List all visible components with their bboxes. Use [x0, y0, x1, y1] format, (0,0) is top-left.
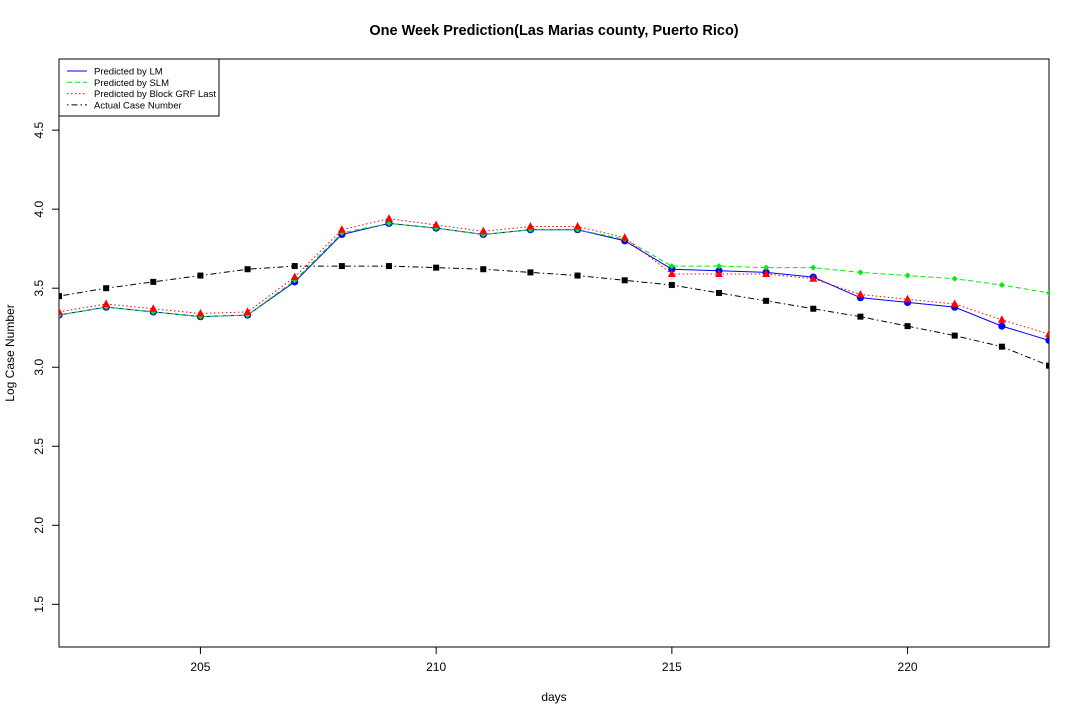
data-point	[480, 266, 487, 273]
data-point	[763, 297, 770, 304]
legend-label: Actual Case Number	[94, 100, 182, 111]
series-line-actual-case-number	[59, 265, 1049, 367]
data-point	[1045, 336, 1049, 344]
axes: 205 210 215 220 1.5 2.0 2.5 3.0 3.5 4.0 4.5	[32, 121, 918, 674]
data-point	[715, 269, 723, 277]
data-point	[620, 233, 629, 241]
plot-frame	[58, 58, 1050, 648]
series-line-predicted-by-lm	[59, 222, 1049, 341]
data-point	[998, 282, 1005, 289]
data-point	[998, 322, 1006, 330]
data-point	[904, 323, 911, 330]
data-point	[291, 263, 298, 270]
data-point	[196, 308, 205, 317]
data-point	[1045, 329, 1049, 338]
data-point	[997, 315, 1006, 323]
data-point	[386, 220, 392, 227]
data-point	[1046, 289, 1049, 296]
y-tick-label: 4.0	[32, 200, 46, 217]
series-predicted-by-slm	[59, 222, 1049, 318]
series-predicted-by-lm	[59, 222, 1049, 341]
series-points-predicted-by-block-grf-last	[59, 214, 1049, 338]
series-points-actual-case-number	[59, 263, 1049, 369]
series-actual-case-number	[59, 265, 1049, 367]
data-point	[951, 275, 958, 282]
y-axis-label: Log Case Number	[3, 304, 17, 401]
data-point	[386, 263, 392, 270]
data-point	[527, 269, 534, 276]
data-point	[479, 226, 488, 235]
data-point	[667, 269, 676, 277]
data-point	[951, 332, 958, 339]
series-predicted-by-block-grf-last	[59, 218, 1049, 335]
data-point	[857, 313, 864, 320]
series-line-predicted-by-block-grf-last	[59, 218, 1049, 335]
data-point	[290, 272, 299, 281]
data-point	[197, 272, 204, 279]
data-point	[102, 299, 111, 307]
data-point	[59, 307, 63, 315]
data-point	[856, 290, 865, 298]
data-point	[904, 272, 911, 279]
y-tick-label: 2.0	[32, 517, 46, 534]
data-point	[762, 269, 771, 277]
data-point	[903, 294, 912, 303]
data-point	[716, 263, 722, 270]
legend-label: Predicted by SLM	[94, 78, 169, 89]
legend-box	[58, 58, 220, 117]
data-point	[857, 269, 864, 276]
x-tick-label: 210	[426, 660, 446, 674]
data-point	[150, 278, 157, 285]
chart-title: One Week Prediction(Las Marias county, P…	[369, 23, 738, 39]
series-points-predicted-by-slm	[59, 220, 1049, 320]
y-tick-label: 3.5	[32, 280, 46, 297]
data-point	[244, 266, 251, 273]
series-points-predicted-by-lm	[59, 219, 1049, 344]
data-point	[621, 277, 628, 284]
data-point	[809, 274, 818, 282]
y-tick-label: 1.5	[32, 596, 46, 613]
data-point	[149, 304, 158, 312]
data-point	[810, 264, 817, 271]
data-point	[668, 263, 675, 270]
data-point	[433, 264, 440, 271]
x-axis-label: days	[541, 690, 566, 704]
y-tick-label: 3.0	[32, 359, 46, 376]
data-point	[574, 272, 581, 279]
y-tick-label: 2.5	[32, 438, 46, 455]
data-point	[716, 289, 722, 296]
data-point	[59, 293, 62, 300]
data-point	[432, 220, 441, 228]
x-tick-label: 205	[190, 660, 210, 674]
data-point	[243, 307, 252, 315]
series-line-predicted-by-slm	[59, 222, 1049, 318]
data-point	[526, 222, 535, 230]
data-point	[573, 222, 582, 230]
data-point	[337, 225, 346, 233]
data-point	[998, 343, 1005, 350]
y-tick-label: 4.5	[32, 121, 46, 138]
data-point	[668, 282, 675, 289]
data-point	[668, 265, 676, 273]
data-point	[950, 299, 959, 307]
data-point	[763, 264, 770, 271]
x-tick-label: 220	[898, 660, 918, 674]
series-layer	[59, 214, 1049, 369]
data-point	[103, 285, 110, 292]
data-point	[338, 263, 345, 270]
data-point	[1046, 362, 1049, 369]
x-tick-label: 215	[662, 660, 682, 674]
legend-label: Predicted by Block GRF Last	[94, 89, 216, 100]
data-point	[385, 214, 393, 222]
data-point	[810, 305, 817, 312]
legend-label: Predicted by LM	[94, 67, 163, 78]
